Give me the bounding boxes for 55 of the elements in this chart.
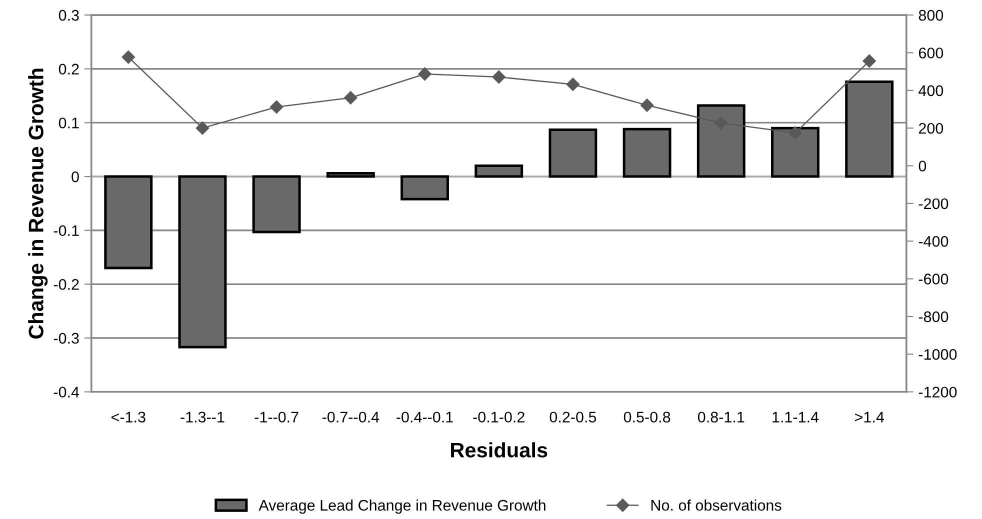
x-tick-label: 0.8-1.1	[698, 412, 744, 423]
y-tick-label: -0.3	[54, 332, 79, 344]
point	[492, 70, 506, 84]
bar	[104, 175, 153, 270]
bar	[771, 126, 820, 178]
point	[788, 126, 802, 140]
legend-label: Average Lead Change in Revenue Growth	[258, 500, 546, 514]
point	[122, 50, 135, 64]
bar	[622, 128, 672, 178]
point	[196, 122, 210, 135]
y-tick-label: -0.4	[54, 386, 80, 398]
y2-tick-label: 400	[918, 85, 944, 96]
y2-tick-label: 800	[918, 10, 944, 21]
y2-tick-label: -600	[918, 274, 948, 284]
y2-tick-label: -200	[918, 198, 948, 210]
x-tick-label: 0.2-0.5	[550, 412, 596, 423]
y2-tick-label: -800	[918, 311, 948, 322]
point	[566, 78, 580, 91]
point	[862, 54, 876, 68]
bar	[474, 164, 524, 178]
x-tick-label: <-1.3	[112, 412, 146, 423]
bar	[252, 175, 301, 234]
y-axis-title: Change in Revenue Growth	[28, 68, 48, 339]
point	[270, 100, 284, 114]
bar	[326, 172, 375, 178]
bar	[400, 175, 449, 200]
x-tick-label: -0.4--0.1	[396, 412, 453, 423]
x-axis-title: Residuals	[451, 442, 548, 458]
y-tick-label: 0	[72, 171, 79, 182]
x-tick-label: -0.1-0.2	[473, 412, 524, 423]
y2-tick-label: -1200	[918, 386, 957, 398]
y2-tick-label: -400	[918, 236, 948, 247]
y-tick-label: -0.2	[54, 279, 79, 290]
bar	[548, 128, 598, 178]
y2-tick-label: -1000	[918, 349, 957, 360]
y-tick-label: -0.1	[54, 225, 79, 236]
x-tick-label: -1.3--1	[180, 412, 224, 423]
y-tick-label: 0.2	[58, 64, 79, 75]
y2-tick-label: 200	[918, 122, 944, 134]
y2-tick-label: 0	[918, 160, 926, 172]
point	[640, 98, 654, 112]
point	[344, 91, 358, 104]
legend-label: No. of observations	[651, 500, 782, 511]
bar	[696, 104, 746, 178]
bar	[845, 80, 894, 178]
y-tick-label: 0.3	[58, 10, 79, 21]
x-tick-label: -0.7--0.4	[322, 412, 380, 423]
y-tick-label: 0.1	[58, 118, 79, 128]
y2-tick-label: 600	[918, 48, 944, 58]
x-tick-label: 1.1-1.4	[772, 412, 819, 422]
x-tick-label: >1.4	[855, 412, 884, 422]
x-tick-label: -1--0.7	[254, 412, 298, 423]
point	[418, 67, 432, 81]
x-tick-label: 0.5-0.8	[624, 412, 670, 423]
bar	[178, 175, 227, 348]
